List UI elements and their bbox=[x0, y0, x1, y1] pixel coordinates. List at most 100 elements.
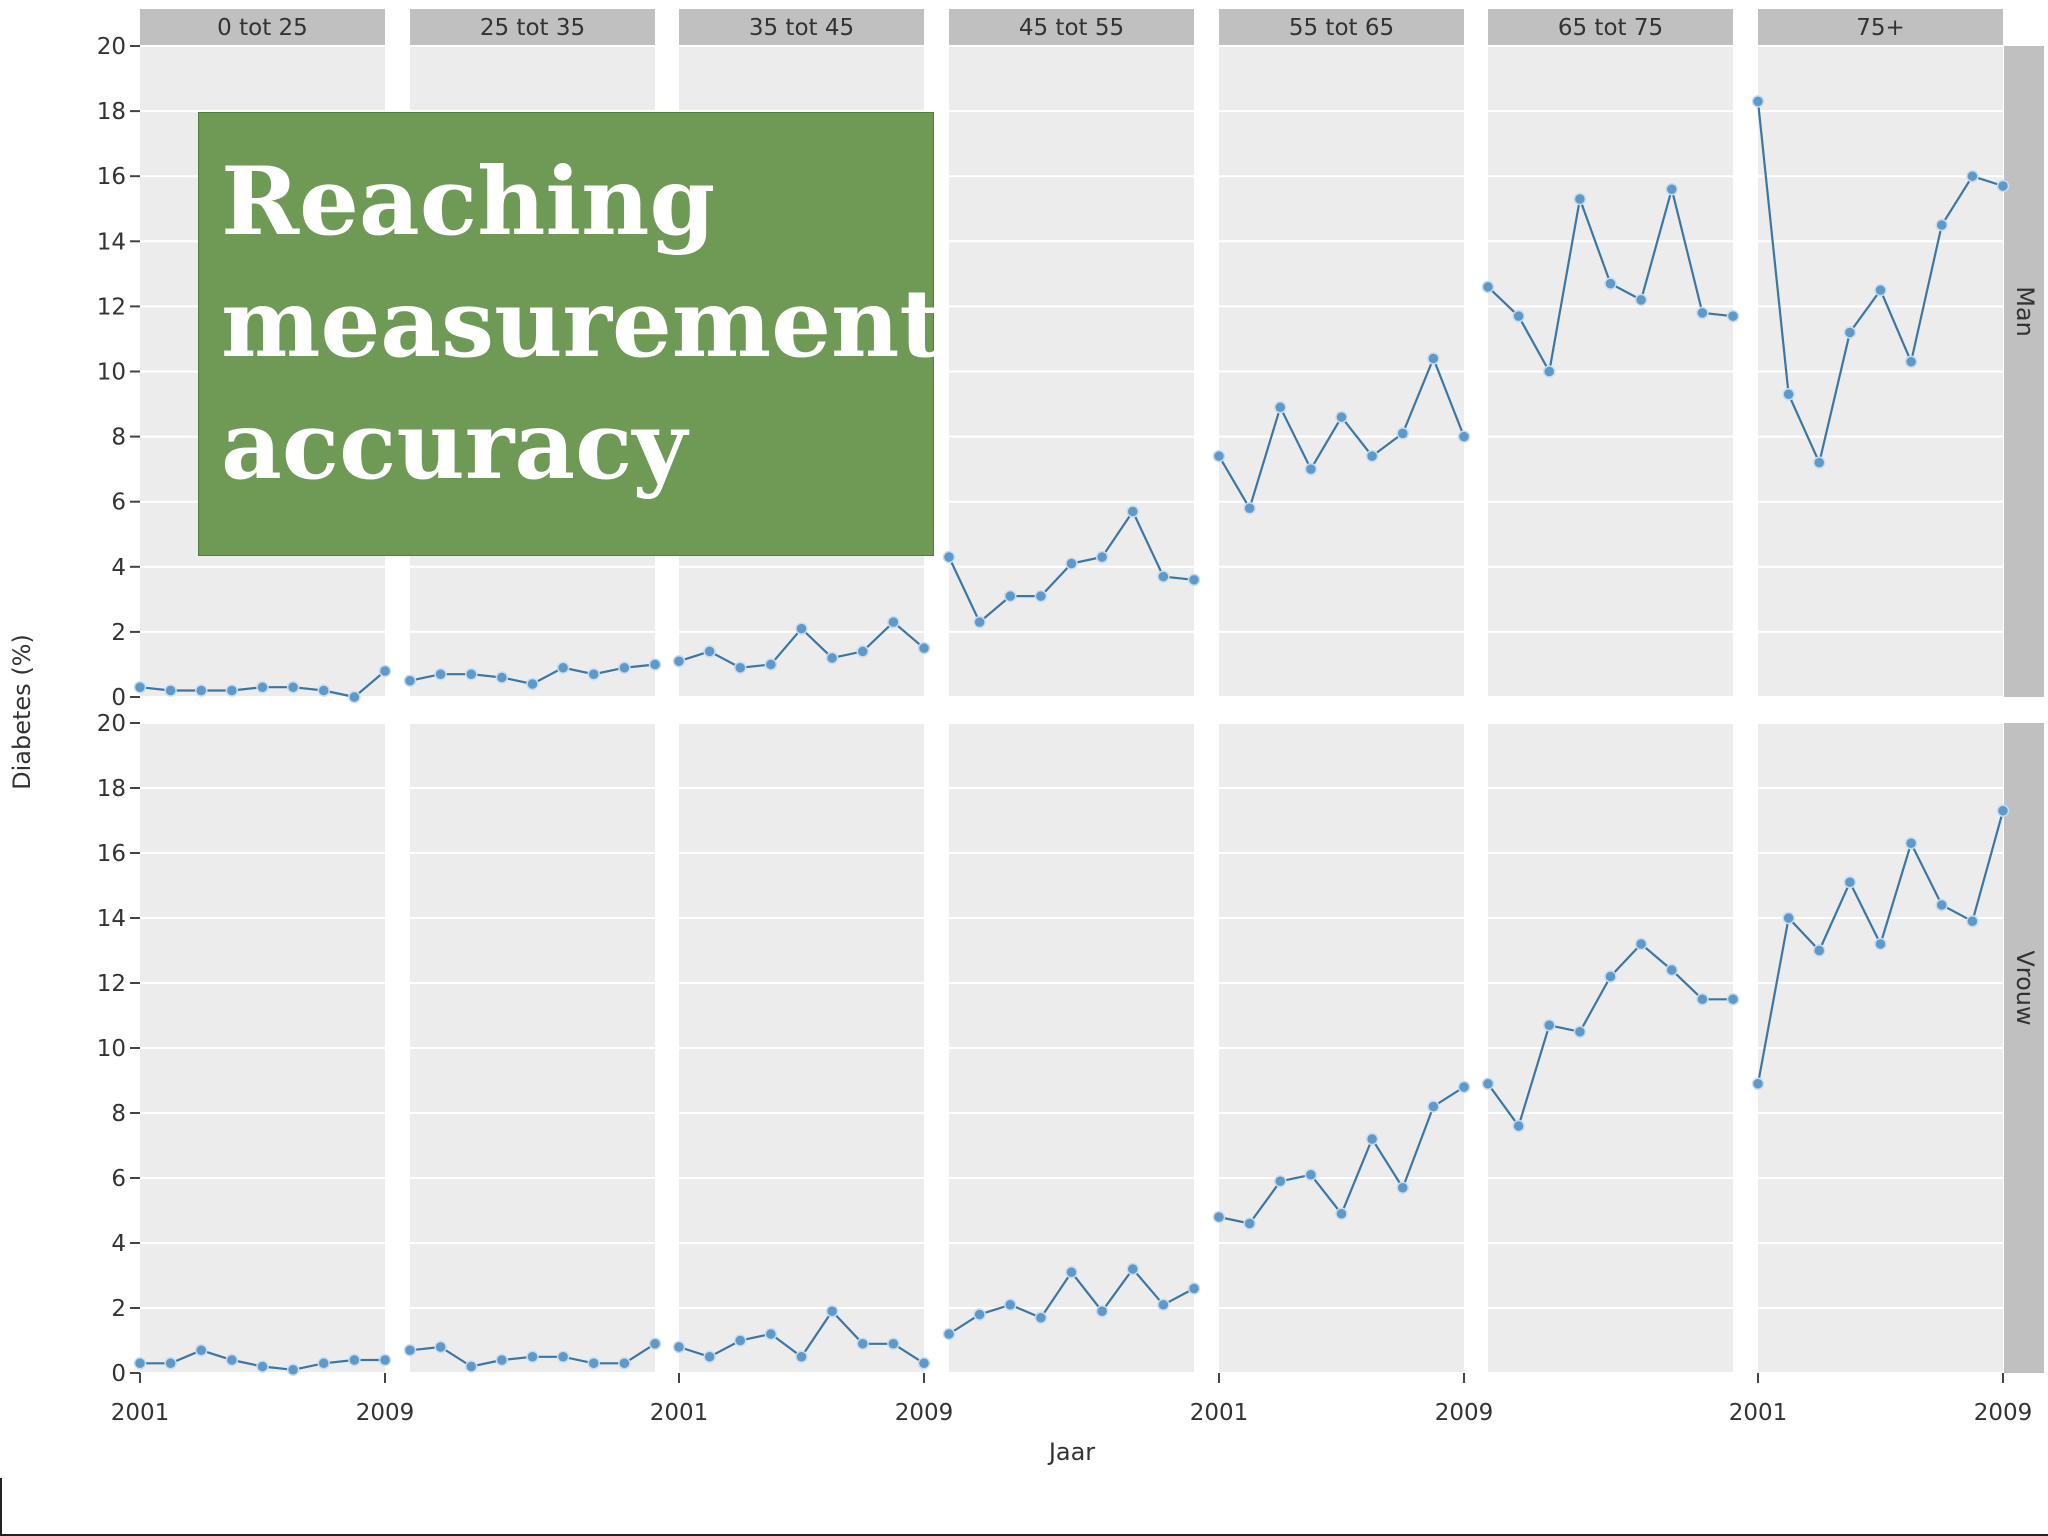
data-point bbox=[1243, 1217, 1256, 1230]
data-point bbox=[1966, 169, 1979, 183]
data-point bbox=[1065, 1266, 1078, 1279]
data-point bbox=[703, 645, 716, 658]
data-point bbox=[973, 1308, 986, 1321]
data-point bbox=[618, 661, 631, 674]
frame-border bbox=[0, 1478, 2048, 1536]
data-point bbox=[1604, 277, 1617, 290]
data-point bbox=[1187, 1282, 1201, 1295]
data-point bbox=[1157, 570, 1170, 583]
facet-panel bbox=[1212, 45, 1471, 698]
strip-background bbox=[949, 9, 1194, 45]
y-tick-label: 2 bbox=[111, 1296, 126, 1322]
y-tick-label: 12 bbox=[97, 294, 126, 320]
y-tick-label: 20 bbox=[97, 711, 126, 737]
x-tick-label: 2009 bbox=[356, 1400, 415, 1426]
data-point bbox=[1696, 993, 1709, 1006]
data-point bbox=[526, 677, 539, 691]
data-point bbox=[403, 674, 417, 687]
overlay-title: Reaching measurement accuracy bbox=[221, 147, 943, 501]
y-axis: 0 2 4 6 8 10 12 14 16 18 20 bbox=[97, 711, 140, 1387]
strip-background bbox=[1219, 9, 1464, 45]
facet-strip-top: 35 tot 45 bbox=[679, 9, 924, 45]
strip-label: 45 tot 55 bbox=[1019, 15, 1124, 41]
facet-strip-top: 65 tot 75 bbox=[1488, 9, 1733, 45]
data-point bbox=[587, 667, 600, 681]
data-point bbox=[225, 1353, 239, 1367]
y-axis-title: Diabetes (%) bbox=[8, 634, 36, 790]
data-point bbox=[348, 1353, 361, 1367]
data-point bbox=[1874, 283, 1887, 297]
data-point bbox=[1874, 937, 1887, 951]
data-point bbox=[1696, 306, 1709, 320]
data-point bbox=[434, 1340, 447, 1354]
y-tick-label: 10 bbox=[97, 1036, 126, 1062]
y-tick-label: 0 bbox=[111, 685, 126, 711]
y-tick-label: 16 bbox=[97, 164, 126, 190]
data-point bbox=[1996, 804, 2010, 817]
data-point bbox=[1904, 355, 1918, 368]
data-point bbox=[1782, 388, 1795, 401]
data-point bbox=[133, 1357, 147, 1370]
data-point bbox=[1212, 1210, 1226, 1224]
facet-strip-top: 75+ bbox=[1758, 9, 2003, 45]
data-point bbox=[164, 684, 177, 697]
facet-panel bbox=[1212, 722, 1471, 1374]
data-point bbox=[1966, 915, 1979, 928]
data-point bbox=[1996, 179, 2010, 193]
data-point bbox=[1512, 1119, 1525, 1133]
y-axis: 0 2 4 6 8 10 12 14 16 18 20 bbox=[97, 34, 140, 711]
strip-label: 55 tot 65 bbox=[1289, 15, 1394, 41]
data-point bbox=[378, 1353, 392, 1367]
data-point bbox=[734, 1334, 747, 1347]
data-point bbox=[917, 1357, 931, 1370]
data-point bbox=[1935, 218, 1948, 232]
data-point bbox=[1843, 876, 1857, 889]
data-point bbox=[1396, 427, 1409, 440]
data-point bbox=[734, 661, 747, 674]
y-tick-label: 4 bbox=[111, 555, 126, 581]
data-point bbox=[1095, 550, 1109, 564]
data-point bbox=[1512, 309, 1525, 323]
data-point bbox=[1126, 505, 1139, 518]
data-point bbox=[1034, 1311, 1048, 1324]
strip-label: 75+ bbox=[1856, 15, 1905, 41]
y-tick-label: 4 bbox=[111, 1231, 126, 1257]
data-point bbox=[225, 684, 239, 697]
y-tick-label: 0 bbox=[111, 1361, 126, 1387]
y-tick-label: 14 bbox=[97, 906, 126, 932]
data-point bbox=[317, 1357, 330, 1370]
y-tick-label: 16 bbox=[97, 841, 126, 867]
facet-strip-top: 45 tot 55 bbox=[949, 9, 1194, 45]
data-point bbox=[1274, 401, 1287, 414]
facet-strip-top: 0 tot 25 bbox=[140, 9, 385, 45]
facet-panel bbox=[942, 722, 1201, 1374]
data-point bbox=[1335, 1207, 1348, 1220]
data-point bbox=[648, 1337, 662, 1350]
strip-background bbox=[1758, 9, 2003, 45]
data-point bbox=[1004, 1298, 1017, 1311]
facet-strip-top: 55 tot 65 bbox=[1219, 9, 1464, 45]
data-point bbox=[403, 1344, 417, 1357]
x-tick-label: 2009 bbox=[1974, 1400, 2033, 1426]
data-point bbox=[286, 1363, 300, 1376]
data-point bbox=[1212, 449, 1226, 463]
facet-panel bbox=[403, 722, 662, 1374]
data-point bbox=[348, 690, 361, 704]
data-point bbox=[1665, 963, 1678, 977]
data-point bbox=[1335, 410, 1348, 424]
data-point bbox=[795, 622, 808, 635]
data-point bbox=[556, 1350, 570, 1363]
facet-strip-top: 25 tot 35 bbox=[410, 9, 655, 45]
data-point bbox=[703, 1350, 716, 1363]
data-point bbox=[465, 667, 478, 681]
strip-label: Vrouw bbox=[2011, 950, 2039, 1025]
strip-label: 0 tot 25 bbox=[217, 15, 308, 41]
strip-label: 25 tot 35 bbox=[480, 15, 585, 41]
data-point bbox=[286, 680, 300, 694]
data-point bbox=[764, 658, 778, 671]
title-overlay-box: Reaching measurement accuracy bbox=[198, 112, 943, 556]
facet-panel bbox=[1751, 45, 2010, 698]
strip-background bbox=[2004, 723, 2044, 1373]
data-point bbox=[1304, 462, 1318, 476]
y-tick-label: 18 bbox=[97, 99, 126, 125]
